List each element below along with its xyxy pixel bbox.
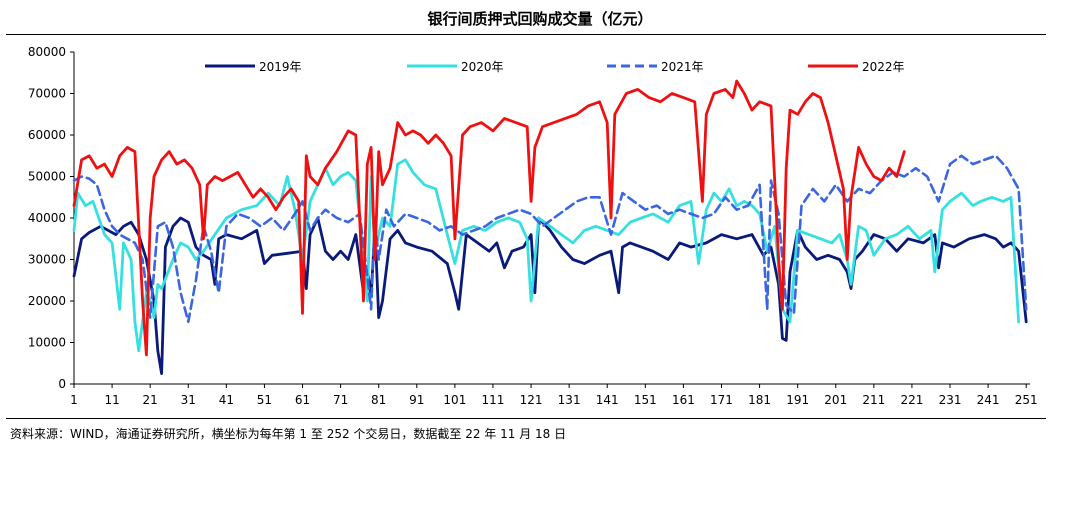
x-tick-label: 241 (977, 393, 1000, 407)
x-tick-label: 21 (143, 393, 158, 407)
series-line-2019 (72, 216, 1028, 375)
y-tick-label: 20000 (28, 294, 66, 308)
series-line-2020 (72, 158, 1020, 353)
x-tick-label: 111 (482, 393, 505, 407)
x-tick-label: 151 (634, 393, 657, 407)
y-tick-label: 0 (58, 377, 66, 391)
x-tick-label: 81 (371, 393, 386, 407)
x-tick-label: 141 (596, 393, 619, 407)
y-tick-label: 50000 (28, 170, 66, 184)
source-note: 资料来源：WIND，海通证券研究所，横坐标为每年第 1 至 252 个交易日，数… (10, 427, 567, 441)
series-layer (72, 79, 1028, 375)
y-tick-label: 80000 (28, 45, 66, 59)
x-tick-label: 191 (786, 393, 809, 407)
source-rule (6, 418, 1046, 419)
legend-label-2022: 2022年 (862, 60, 905, 74)
x-tick-label: 41 (219, 393, 234, 407)
x-tick-label: 251 (1015, 393, 1038, 407)
y-tick-label: 40000 (28, 211, 66, 225)
x-tick-label: 51 (257, 393, 272, 407)
chart-title: 银行间质押式回购成交量（亿元） (427, 10, 653, 28)
x-tick-label: 171 (710, 393, 733, 407)
x-tick-label: 221 (900, 393, 923, 407)
x-tick-label: 231 (939, 393, 962, 407)
series-line-2022 (72, 79, 906, 357)
axes: 0 10000 20000 30000 40000 50000 60000 70000 8000… (28, 45, 1038, 407)
x-tick-label: 71 (333, 393, 348, 407)
x-tick-label: 101 (443, 393, 466, 407)
x-tick-label: 1 (70, 393, 78, 407)
legend-label-2021: 2021年 (661, 60, 704, 74)
line-chart: 0 10000 20000 30000 40000 50000 60000 70000 8000… (28, 45, 1038, 407)
x-tick-label: 131 (558, 393, 581, 407)
y-tick-label: 10000 (28, 336, 66, 350)
x-tick-label: 181 (748, 393, 771, 407)
x-tick-label: 121 (520, 393, 543, 407)
x-tick-label: 61 (295, 393, 310, 407)
title-rule (6, 34, 1046, 35)
y-tick-label: 70000 (28, 87, 66, 101)
x-tick-label: 211 (862, 393, 885, 407)
x-tick-label: 201 (824, 393, 847, 407)
y-tick-label: 30000 (28, 253, 66, 267)
x-tick-label: 161 (672, 393, 695, 407)
x-tick-label: 91 (409, 393, 424, 407)
legend-label-2019: 2019年 (259, 60, 302, 74)
x-tick-label: 31 (181, 393, 196, 407)
legend: 2019年 2020年 2021年 2022年 (205, 60, 905, 74)
legend-label-2020: 2020年 (461, 60, 504, 74)
y-tick-label: 60000 (28, 128, 66, 142)
x-tick-label: 11 (104, 393, 119, 407)
